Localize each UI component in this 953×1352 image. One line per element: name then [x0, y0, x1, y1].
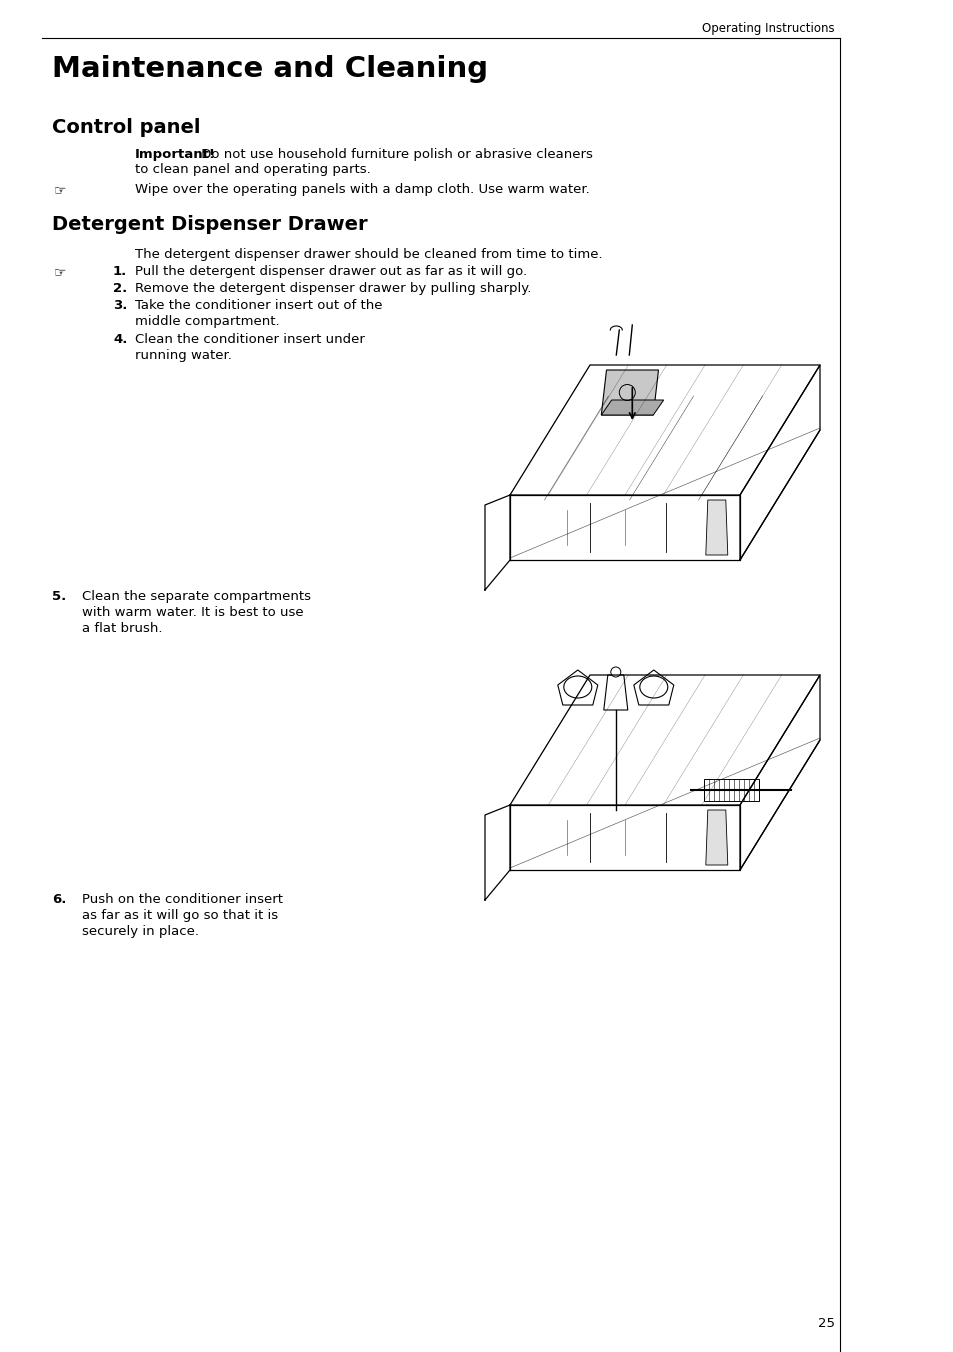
Text: Operating Instructions: Operating Instructions [701, 22, 834, 35]
Text: ☞: ☞ [54, 183, 67, 197]
Text: Detergent Dispenser Drawer: Detergent Dispenser Drawer [52, 215, 367, 234]
Text: Clean the conditioner insert under: Clean the conditioner insert under [135, 333, 364, 346]
Polygon shape [558, 671, 598, 704]
Text: 4.: 4. [112, 333, 128, 346]
Ellipse shape [563, 676, 591, 698]
Text: Control panel: Control panel [52, 118, 200, 137]
Text: running water.: running water. [135, 349, 232, 362]
Polygon shape [603, 675, 627, 710]
Circle shape [610, 667, 620, 677]
Ellipse shape [639, 676, 667, 698]
Text: securely in place.: securely in place. [82, 925, 199, 938]
Text: The detergent dispenser drawer should be cleaned from time to time.: The detergent dispenser drawer should be… [135, 247, 602, 261]
Text: ☞: ☞ [54, 265, 67, 279]
Text: 2.: 2. [112, 283, 127, 295]
Text: a flat brush.: a flat brush. [82, 622, 162, 635]
Text: Wipe over the operating panels with a damp cloth. Use warm water.: Wipe over the operating panels with a da… [135, 183, 589, 196]
Text: 25: 25 [817, 1317, 834, 1330]
Polygon shape [705, 500, 727, 556]
Bar [703, 779, 758, 800]
Text: 5.: 5. [52, 589, 66, 603]
Text: Clean the separate compartments: Clean the separate compartments [82, 589, 311, 603]
Text: Remove the detergent dispenser drawer by pulling sharply.: Remove the detergent dispenser drawer by… [135, 283, 531, 295]
Polygon shape [705, 810, 727, 865]
Polygon shape [600, 400, 663, 415]
Text: as far as it will go so that it is: as far as it will go so that it is [82, 909, 278, 922]
Text: to clean panel and operating parts.: to clean panel and operating parts. [135, 164, 371, 176]
Text: middle compartment.: middle compartment. [135, 315, 279, 329]
Text: 3.: 3. [112, 299, 128, 312]
Polygon shape [633, 671, 673, 704]
Text: 6.: 6. [52, 894, 67, 906]
Text: Pull the detergent dispenser drawer out as far as it will go.: Pull the detergent dispenser drawer out … [135, 265, 527, 279]
Text: Take the conditioner insert out of the: Take the conditioner insert out of the [135, 299, 382, 312]
Text: Important!: Important! [135, 147, 215, 161]
Text: with warm water. It is best to use: with warm water. It is best to use [82, 606, 303, 619]
Text: Push on the conditioner insert: Push on the conditioner insert [82, 894, 283, 906]
Text: Maintenance and Cleaning: Maintenance and Cleaning [52, 55, 488, 82]
Text: Do not use household furniture polish or abrasive cleaners: Do not use household furniture polish or… [196, 147, 592, 161]
Polygon shape [600, 370, 658, 415]
Text: 1.: 1. [112, 265, 127, 279]
